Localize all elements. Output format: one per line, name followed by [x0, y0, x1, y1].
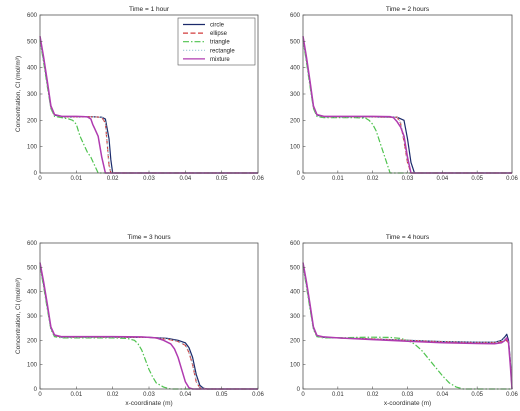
x-tick-label: 0.02 — [367, 176, 379, 182]
y-axis-label: Concentration, Cl (mol/m³) — [15, 56, 22, 132]
x-tick-label: 0.06 — [252, 176, 264, 182]
plot-area — [303, 15, 512, 173]
series-line-mixture — [39, 262, 258, 390]
series-line-mixture — [302, 262, 513, 390]
chart-title: Time = 4 hours — [386, 234, 430, 241]
y-tick-label: 400 — [27, 66, 38, 72]
chart-title: Time = 3 hours — [127, 234, 171, 241]
plot-area — [303, 243, 512, 389]
x-tick-label: 0.03 — [402, 392, 414, 398]
y-tick-label: 200 — [290, 118, 301, 124]
x-tick-label: 0.01 — [70, 392, 82, 398]
y-tick-label: 600 — [27, 241, 38, 247]
y-tick-label: 600 — [27, 13, 38, 19]
series-line-mixture — [302, 35, 512, 174]
x-tick-label: 0.04 — [436, 176, 448, 182]
chart-panel-2: 0 0.01 0.02 0.03 0.04 0.05 0.06 0 100 200 300 400 50… — [290, 6, 519, 182]
x-tick-label: 0.04 — [436, 392, 448, 398]
y-tick-label: 100 — [27, 145, 38, 151]
legend-entry-ellipse: ellipse — [210, 31, 228, 37]
y-tick-label: 300 — [290, 92, 301, 98]
x-tick-label: 0.03 — [402, 176, 414, 182]
y-tick-label: 600 — [290, 13, 301, 19]
y-tick-label: 0 — [34, 171, 38, 177]
y-tick-label: 500 — [27, 265, 38, 271]
chart-panel-4: 0 0.01 0.02 0.03 0.04 0.05 0.06 0 100 200 300 400 50… — [290, 234, 519, 407]
x-tick-label: 0 — [38, 176, 42, 182]
y-tick-label: 400 — [27, 290, 38, 296]
x-tick-label: 0.03 — [143, 392, 155, 398]
chart-panel-3: 0 0.01 0.02 0.03 0.04 0.05 0.06 0 100 200 300 400 50… — [15, 234, 264, 407]
series-line-ellipse — [302, 263, 513, 390]
y-tick-label: 100 — [27, 363, 38, 369]
chart-title: Time = 2 hours — [386, 6, 430, 13]
y-tick-label: 300 — [27, 92, 38, 98]
y-tick-label: 500 — [290, 265, 301, 271]
x-tick-label: 0.04 — [179, 176, 191, 182]
plot-area — [40, 243, 258, 389]
y-tick-label: 300 — [27, 314, 38, 320]
legend-entry-triangle: triangle — [210, 40, 230, 46]
x-tick-label: 0.01 — [332, 176, 344, 182]
x-tick-label: 0.05 — [471, 176, 483, 182]
series-line-triangle — [302, 39, 512, 174]
y-tick-label: 0 — [297, 171, 301, 177]
y-tick-label: 0 — [34, 387, 38, 393]
y-tick-label: 500 — [290, 39, 301, 45]
series-line-mixture — [39, 35, 258, 174]
legend-entry-circle: circle — [210, 23, 225, 29]
x-tick-label: 0.02 — [107, 176, 119, 182]
x-tick-label: 0 — [301, 176, 305, 182]
y-tick-label: 100 — [290, 145, 301, 151]
y-tick-label: 200 — [290, 338, 301, 344]
y-tick-label: 500 — [27, 39, 38, 45]
legend-entry-mixture: mixture — [210, 57, 230, 63]
y-tick-label: 400 — [290, 290, 301, 296]
x-tick-label: 0.05 — [216, 176, 228, 182]
y-tick-label: 300 — [290, 314, 301, 320]
x-tick-label: 0.05 — [471, 392, 483, 398]
series-line-triangle — [302, 266, 512, 390]
x-tick-label: 0 — [301, 392, 305, 398]
x-axis-label: x-coordinate (m) — [125, 400, 172, 407]
x-tick-label: 0 — [38, 392, 42, 398]
x-tick-label: 0.06 — [506, 176, 518, 182]
y-tick-label: 100 — [290, 363, 301, 369]
legend-box — [177, 17, 256, 66]
x-tick-label: 0.03 — [143, 176, 155, 182]
x-tick-label: 0.01 — [70, 176, 82, 182]
y-axis-label: Concentration, Cl (mol/m³) — [15, 278, 22, 354]
chart-title: Time = 1 hour — [129, 6, 170, 13]
chart-panel-1: 0 0.01 0.02 0.03 0.04 0.05 0.06 0 100 200 300 400 50… — [15, 6, 264, 182]
x-tick-label: 0.04 — [179, 392, 191, 398]
legend-entry-rectangle: rectangle — [210, 48, 235, 54]
x-tick-label: 0.06 — [252, 392, 264, 398]
y-tick-label: 0 — [297, 387, 301, 393]
y-tick-label: 600 — [290, 241, 301, 247]
x-axis-label: x-coordinate (m) — [384, 400, 431, 407]
y-tick-label: 200 — [27, 118, 38, 124]
legend: circle ellipse triangle rectangle mixture — [177, 17, 256, 66]
y-tick-label: 200 — [27, 338, 38, 344]
x-tick-label: 0.02 — [107, 392, 119, 398]
x-tick-label: 0.05 — [216, 392, 228, 398]
y-tick-label: 400 — [290, 66, 301, 72]
x-tick-label: 0.02 — [367, 392, 379, 398]
x-tick-label: 0.01 — [332, 392, 344, 398]
x-tick-label: 0.06 — [506, 392, 518, 398]
